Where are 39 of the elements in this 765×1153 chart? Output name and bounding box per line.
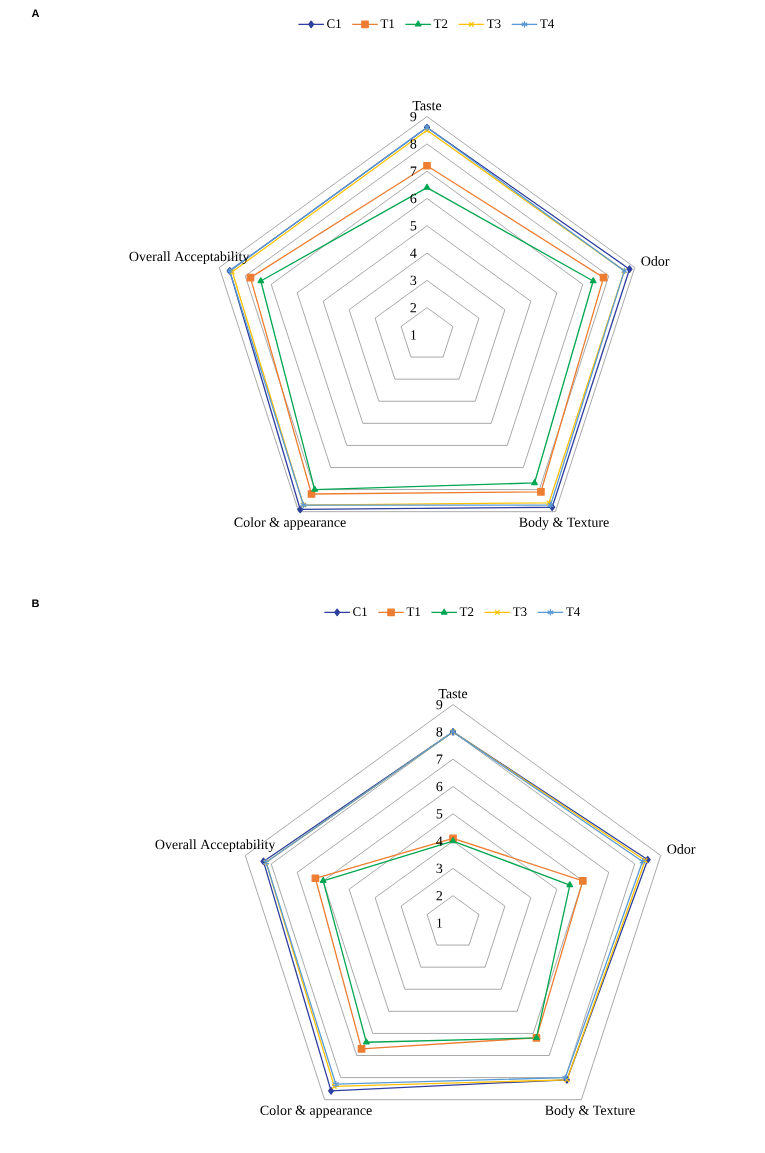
spoke-label: Odor [641, 255, 670, 266]
spoke-label: Odor [667, 843, 696, 854]
spoke-label: Taste [412, 101, 442, 111]
text: A [31, 9, 40, 18]
y-tick-label: 7 [436, 754, 443, 764]
spoke-label: Overall Acceptability [129, 251, 250, 265]
legend-label: T3 [486, 19, 501, 29]
spoke-label: Color & appearance [260, 1105, 372, 1118]
y-tick-label: 3 [436, 863, 443, 874]
y-tick-label: 2 [436, 891, 443, 901]
legend-label: T2 [459, 607, 474, 616]
spoke-label: Body & Texture [545, 1105, 635, 1118]
y-tick-label: 1 [437, 918, 443, 928]
spoke-label: Overall Acceptability [155, 839, 276, 853]
y-tick-label: 5 [436, 809, 443, 819]
legend-label: T3 [512, 607, 527, 617]
y-tick-label: 8 [410, 139, 417, 149]
spoke-label: Color & appearance [234, 517, 346, 530]
legend-label: T2 [433, 19, 448, 28]
y-tick-label: 9 [410, 111, 417, 122]
y-tick-label: 6 [410, 193, 417, 204]
y-tick-label: 8 [436, 727, 443, 737]
y-tick-label: 1 [411, 330, 417, 340]
legend-label: T1 [406, 607, 421, 616]
y-tick-label: 3 [410, 275, 417, 286]
y-tick-label: 9 [436, 699, 443, 710]
legend-label: C1 [327, 19, 341, 29]
legend-label: T4 [566, 607, 581, 616]
text: B [32, 599, 39, 608]
y-tick-label: 5 [410, 221, 417, 231]
y-tick-label: 7 [410, 166, 417, 176]
legend-label: T1 [380, 19, 395, 28]
spoke-label: Taste [438, 689, 468, 699]
spoke-label: Body & Texture [519, 517, 609, 530]
y-tick-label: 4 [410, 248, 417, 258]
legend-label: T4 [540, 19, 555, 28]
legend-label: C1 [353, 607, 367, 617]
y-tick-label: 6 [436, 781, 443, 792]
y-tick-label: 2 [410, 303, 417, 313]
